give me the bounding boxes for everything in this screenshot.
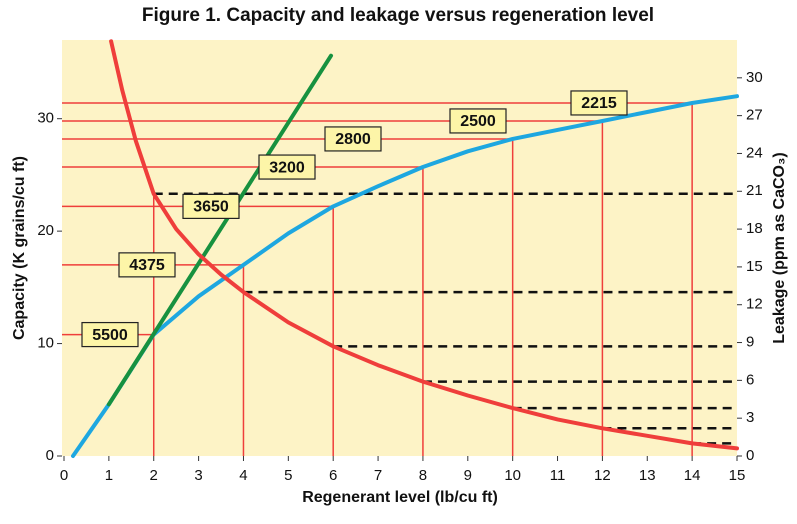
y2-axis-title: Leakage (ppm as CaCO₃) <box>771 152 788 343</box>
x-tick-label: 6 <box>329 467 337 484</box>
y2-tick-label: 27 <box>746 107 763 124</box>
y2-tick-label: 3 <box>746 409 754 426</box>
x-tick-label: 5 <box>284 467 292 484</box>
y-tick-label: 10 <box>37 335 54 352</box>
series-line <box>109 39 739 451</box>
y2-tick-label: 18 <box>746 220 763 237</box>
label-box <box>570 90 628 116</box>
chart-title: Figure 1. Capacity and leakage versus re… <box>142 5 654 26</box>
throughput-label: 5500 <box>92 327 128 344</box>
label-box <box>182 193 240 219</box>
x-tick-label: 0 <box>60 467 68 484</box>
x-tick-label: 14 <box>684 467 701 484</box>
y2-tick-label: 0 <box>746 447 754 464</box>
throughput-label: 2500 <box>460 113 496 130</box>
y-tick-label: 30 <box>37 110 54 127</box>
x-tick-label: 4 <box>239 467 247 484</box>
y-tick-label: 0 <box>46 447 54 464</box>
y-tick-label: 20 <box>37 222 54 239</box>
throughput-label: 4375 <box>129 257 165 274</box>
y2-tick-label: 9 <box>746 334 754 351</box>
y2-tick-label: 21 <box>746 182 763 199</box>
x-tick-label: 1 <box>105 467 113 484</box>
y2-tick-label: 24 <box>746 144 763 161</box>
x-tick-label: 9 <box>464 467 472 484</box>
x-tick-label: 7 <box>374 467 382 484</box>
x-tick-label: 15 <box>729 467 746 484</box>
label-box <box>118 252 176 278</box>
y-axis-title: Capacity (K grains/cu ft) <box>11 156 28 340</box>
x-tick-label: 2 <box>150 467 158 484</box>
throughput-label: 2215 <box>581 95 617 112</box>
label-box <box>449 108 507 134</box>
y2-tick-label: 6 <box>746 371 754 388</box>
x-axis-title: Regenerant level (lb/cu ft) <box>302 489 498 506</box>
x-tick-label: 11 <box>550 467 566 484</box>
x-tick-label: 10 <box>504 467 521 484</box>
y2-tick-label: 12 <box>746 296 763 313</box>
x-tick-label: 8 <box>419 467 427 484</box>
series-line <box>106 53 333 407</box>
y2-tick-label: 30 <box>746 69 763 86</box>
throughput-label: 3200 <box>269 159 305 176</box>
x-tick-label: 3 <box>194 467 202 484</box>
x-tick-label: 12 <box>594 467 611 484</box>
label-box <box>324 126 382 152</box>
throughput-label: 3650 <box>193 199 229 216</box>
series-line <box>71 94 739 458</box>
label-box <box>81 321 139 348</box>
label-box <box>258 154 316 180</box>
x-tick-label: 13 <box>639 467 656 484</box>
y2-tick-label: 15 <box>746 258 763 275</box>
throughput-label: 2800 <box>335 131 371 148</box>
